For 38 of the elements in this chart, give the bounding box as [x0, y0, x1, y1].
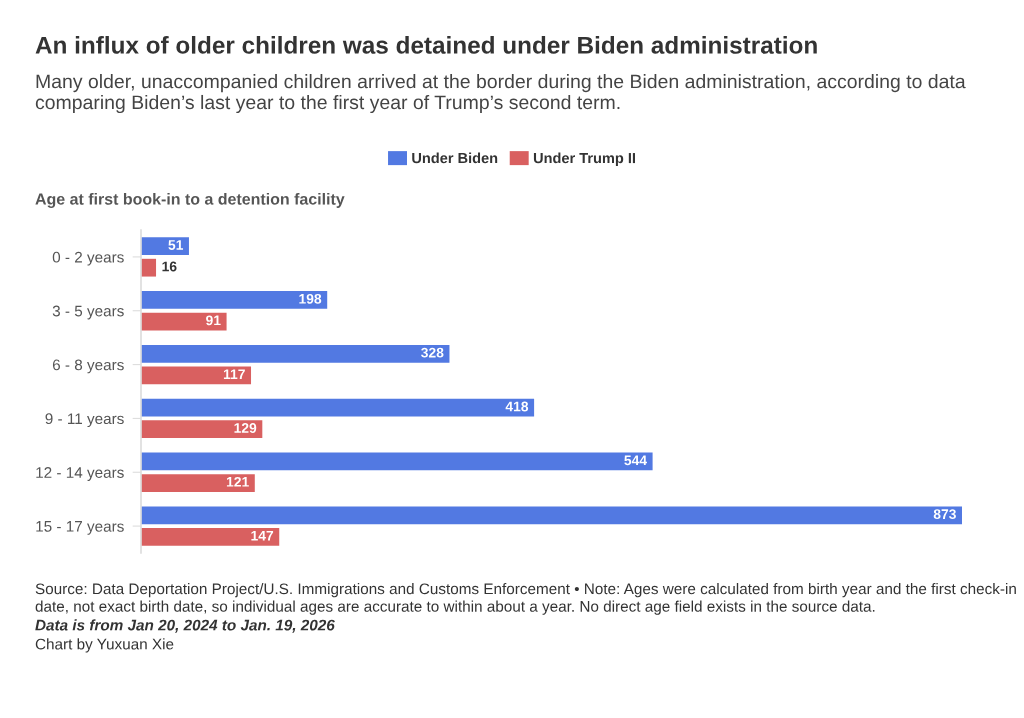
text: Data is from Jan 20, 2024 to Jan. 19, 2026	[35, 619, 335, 633]
y-tick-label: 15 - 17 years	[36, 521, 124, 535]
legend-label: Under Biden	[412, 152, 498, 164]
data-label: 121	[226, 476, 249, 487]
data-label: 328	[421, 347, 444, 358]
data-label: 198	[299, 293, 322, 304]
bar	[141, 506, 962, 525]
y-tick-label: 12 - 14 years	[36, 467, 124, 481]
bar	[141, 398, 535, 417]
data-label: 873	[933, 509, 956, 520]
data-label: 544	[624, 455, 647, 466]
bar	[141, 237, 189, 256]
data-label: 129	[234, 423, 257, 433]
data-label: 51	[168, 240, 184, 250]
bar	[141, 291, 328, 309]
chart-subtitle: Many older, unaccompanied children arrived at the border during the Biden administration, according to data comparing Biden’s last year to the first year of Trump’s second term.	[35, 74, 966, 114]
bar	[141, 527, 280, 546]
data-label: 91	[206, 315, 221, 326]
text: Chart by Yuxuan Xie	[35, 638, 174, 653]
bar	[141, 452, 653, 471]
y-axis-title: Age at first book-in to a detention facility	[35, 193, 345, 208]
source-note: Source: Data Deportation Project/U.S. Immigrations and Customs Enforcement • Note: Ages were calculated from birth year and the first check-in date, not exact birth date, so individual ages are accurate to within about a year. No direct age field exists in the source data.	[35, 583, 1016, 615]
legend-label: Under Trump II	[533, 152, 635, 167]
chart-title: An influx of older children was detained under Biden administration	[35, 36, 817, 54]
bar	[141, 474, 255, 492]
bar	[141, 344, 450, 363]
y-tick-label: 9 - 11 years	[45, 413, 124, 428]
data-label: 418	[505, 401, 529, 412]
bar	[141, 258, 157, 277]
data-label: 117	[223, 369, 245, 379]
bar	[141, 366, 252, 385]
y-tick-label: 6 - 8 years	[52, 359, 124, 374]
bar	[141, 312, 227, 331]
bar	[141, 420, 263, 439]
y-tick-label: 3 - 5 years	[52, 305, 124, 320]
data-label: 16	[162, 261, 177, 272]
data-label: 147	[251, 530, 274, 541]
y-tick-label: 0 - 2 years	[52, 251, 124, 266]
